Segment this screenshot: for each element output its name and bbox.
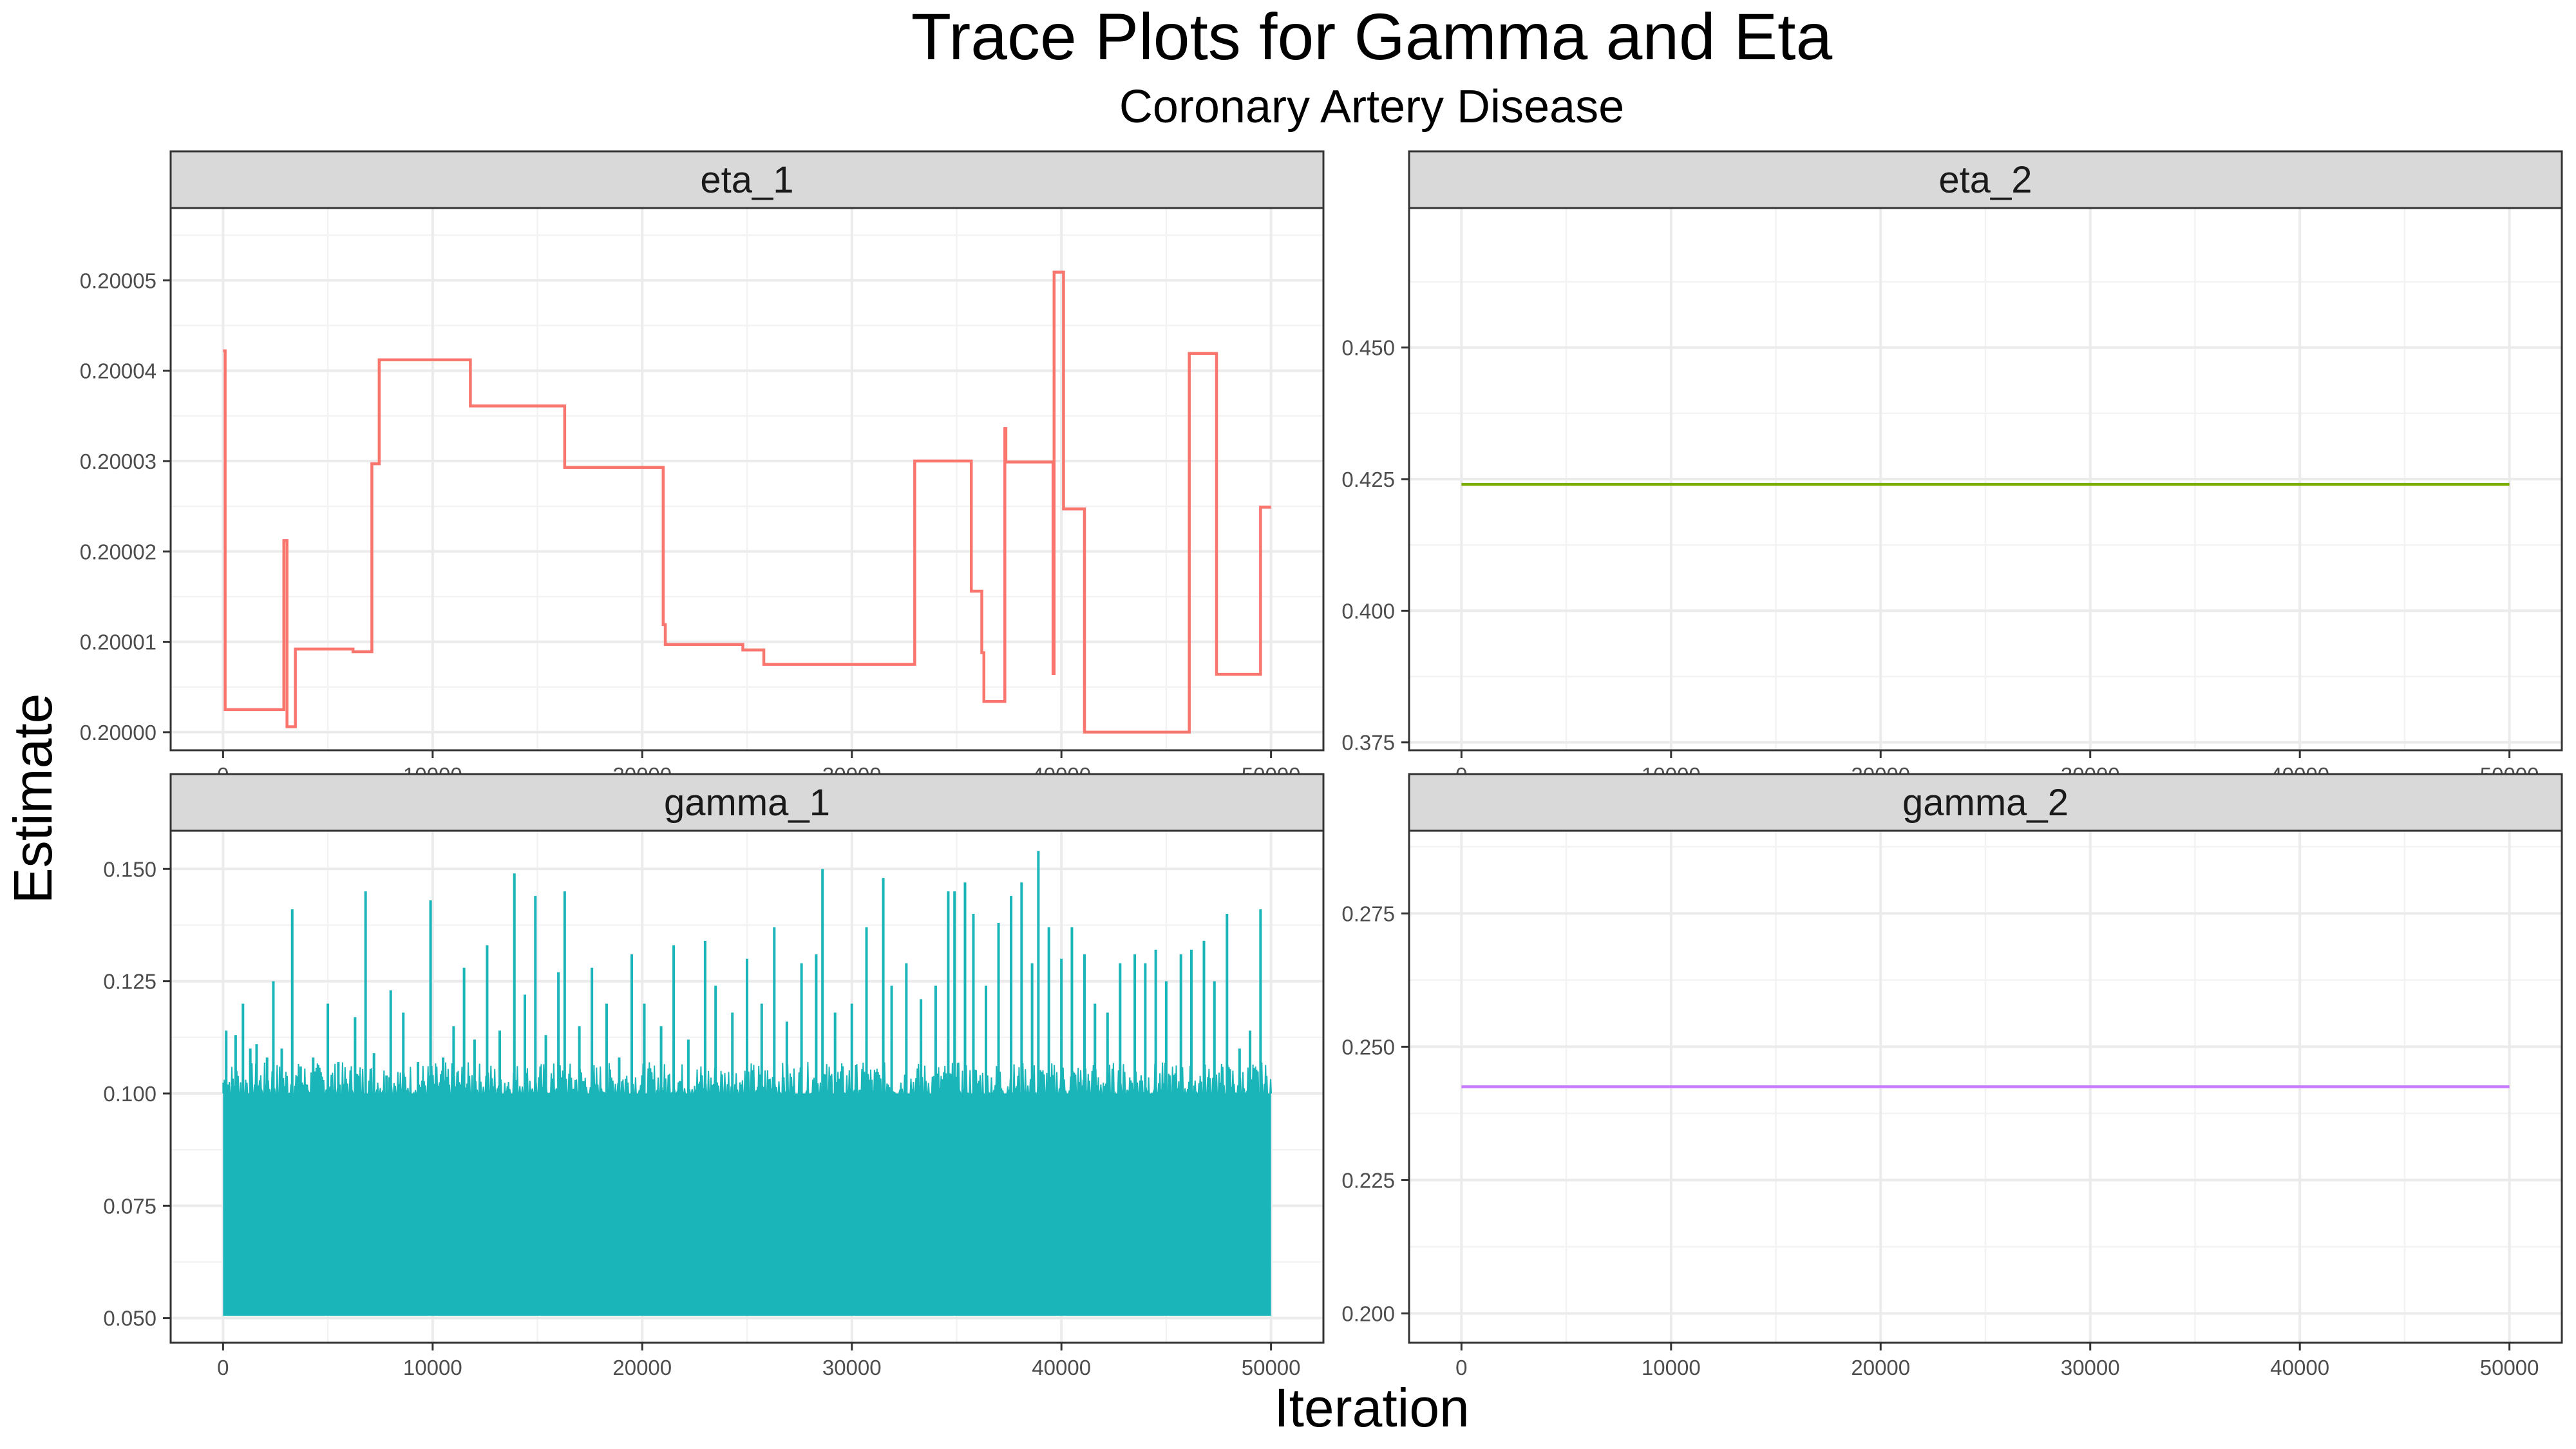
trace-fuzz-gamma_1 bbox=[222, 1062, 1272, 1103]
x-tick-label: 20000 bbox=[1851, 1356, 1910, 1379]
panel-eta_1: eta_1010000200003000040000500000.200000.… bbox=[80, 150, 1325, 787]
y-tick-label: 0.225 bbox=[1341, 1168, 1395, 1192]
x-tick-label: 20000 bbox=[612, 1356, 672, 1379]
y-tick-label: 0.400 bbox=[1341, 599, 1395, 623]
x-axis-title: Iteration bbox=[1274, 1378, 1470, 1438]
facet-strip bbox=[169, 150, 1325, 209]
panel-border bbox=[169, 207, 1325, 752]
facet-label: gamma_1 bbox=[664, 782, 830, 824]
x-tick-label: 40000 bbox=[1032, 1356, 1091, 1379]
y-tick-label: 0.20003 bbox=[80, 450, 156, 473]
panel-border bbox=[169, 829, 1325, 1344]
y-tick-label: 0.20002 bbox=[80, 540, 156, 564]
y-tick-label: 0.20000 bbox=[80, 721, 156, 744]
facet-strip bbox=[169, 773, 1325, 832]
facet-strip bbox=[1408, 150, 2563, 209]
y-tick-label: 0.450 bbox=[1341, 336, 1395, 360]
y-tick-label: 0.20004 bbox=[80, 359, 156, 383]
facet-label: gamma_2 bbox=[1902, 782, 2069, 824]
y-tick-label: 0.050 bbox=[103, 1307, 156, 1331]
x-tick-label: 40000 bbox=[2270, 1356, 2329, 1379]
y-tick-label: 0.425 bbox=[1341, 468, 1395, 491]
y-axis-title: Estimate bbox=[3, 694, 63, 904]
x-tick-label: 30000 bbox=[822, 1356, 882, 1379]
y-tick-label: 0.375 bbox=[1341, 731, 1395, 755]
x-tick-label: 10000 bbox=[1642, 1356, 1701, 1379]
y-tick-label: 0.20001 bbox=[80, 630, 156, 654]
trace-line-eta_1 bbox=[223, 270, 1271, 734]
facet-label: eta_1 bbox=[700, 159, 793, 201]
x-tick-label: 0 bbox=[1455, 1356, 1467, 1379]
x-tick-label: 50000 bbox=[1242, 1356, 1301, 1379]
panel-gamma_1: gamma_1 0 10000 20000 30000 40000 50000 0.050 0.… bbox=[103, 773, 1325, 1379]
trace-band-gamma_1 bbox=[223, 1093, 1271, 1316]
y-tick-label: 0.075 bbox=[103, 1194, 156, 1218]
chart-title: Trace Plots for Gamma and Eta bbox=[911, 0, 1833, 73]
panel-border bbox=[1408, 829, 2563, 1344]
y-tick-label: 0.275 bbox=[1341, 902, 1395, 925]
y-tick-label: 0.125 bbox=[103, 970, 156, 994]
panel-gamma_2: gamma_2 0 10000 20000 30000 40000 50000 0.200 0.… bbox=[1341, 773, 2563, 1379]
x-tick-label: 50000 bbox=[2480, 1356, 2539, 1379]
panel-eta_2: eta_2010000200003000040000500000.3750.40… bbox=[1341, 150, 2563, 787]
y-tick-label: 0.250 bbox=[1341, 1035, 1395, 1059]
facet-panels: eta_1 0 10000 20000 30000 40000 50000 0.20000 0.… bbox=[80, 150, 2563, 1379]
facet-strip bbox=[1408, 773, 2563, 832]
x-tick-label: 30000 bbox=[2061, 1356, 2120, 1379]
y-tick-label: 0.150 bbox=[103, 857, 156, 881]
facet-label: eta_2 bbox=[1938, 159, 2032, 201]
y-tick-label: 0.200 bbox=[1341, 1302, 1395, 1325]
x-tick-label: 10000 bbox=[403, 1356, 462, 1379]
y-tick-label: 0.100 bbox=[103, 1082, 156, 1106]
y-tick-label: 0.20005 bbox=[80, 269, 156, 292]
chart-subtitle: Coronary Artery Disease bbox=[1119, 81, 1624, 133]
x-tick-label: 0 bbox=[217, 1356, 229, 1379]
